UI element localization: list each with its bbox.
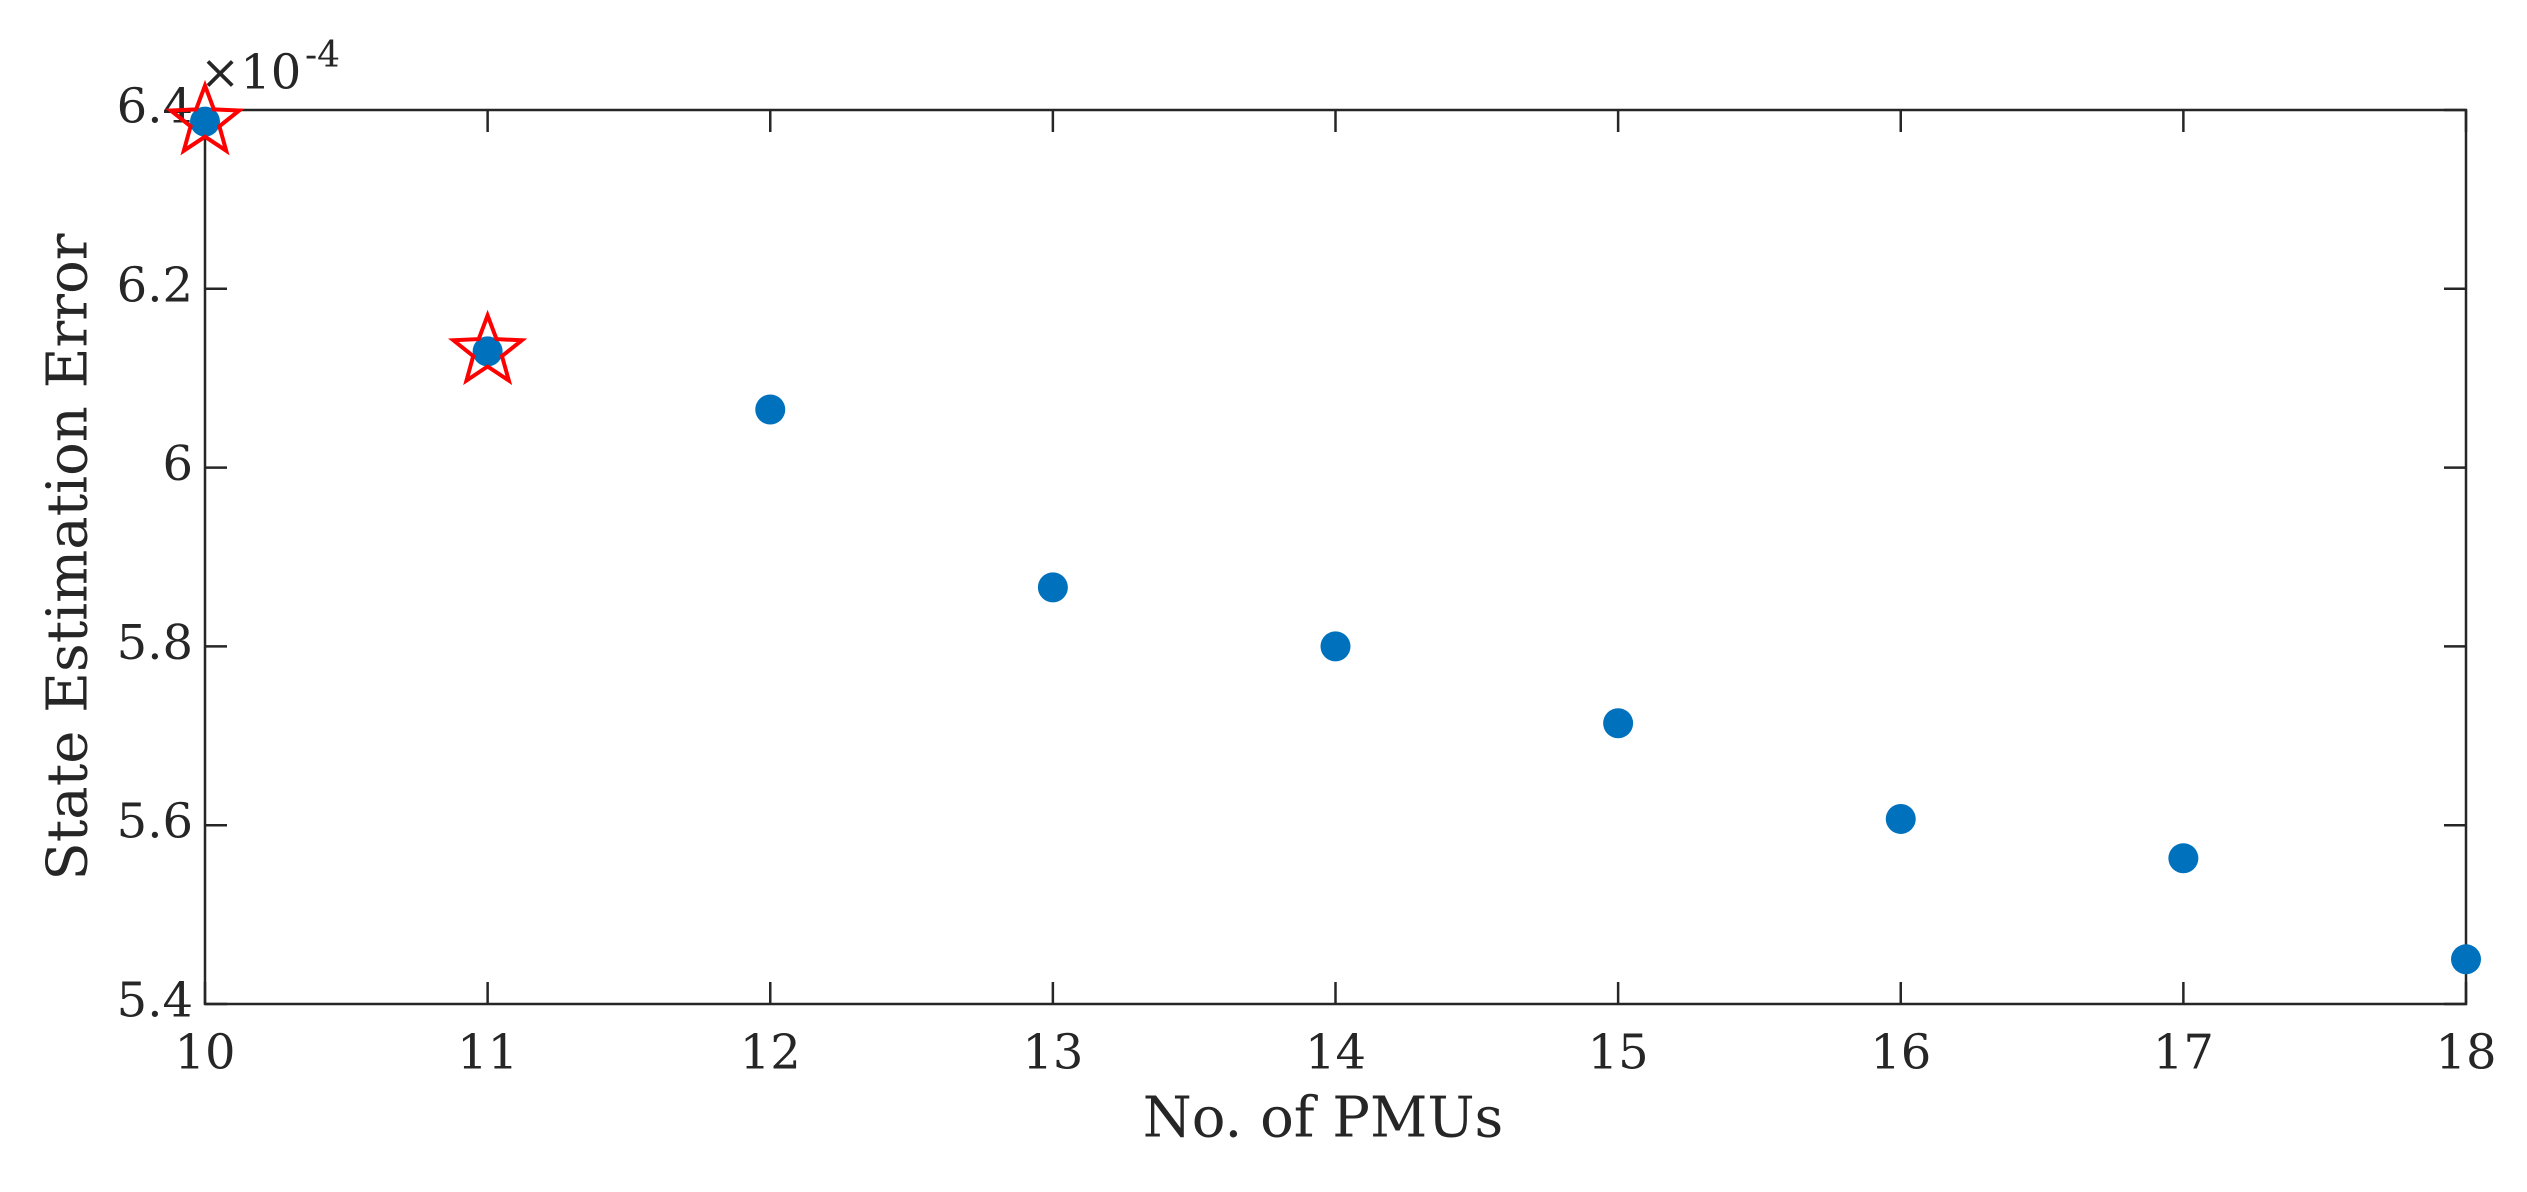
- x-tick-label: 17: [2153, 1025, 2214, 1081]
- y-axis-label: State Estimation Error: [36, 233, 101, 880]
- y-tick-label: 6.2: [117, 257, 193, 313]
- x-tick-label: 15: [1588, 1025, 1649, 1081]
- x-tick-label: 13: [1022, 1025, 1083, 1081]
- x-tick-label: 18: [2435, 1025, 2496, 1081]
- y-tick-label: 6.4: [117, 79, 193, 135]
- point: [1037, 572, 1068, 603]
- point: [1320, 631, 1351, 662]
- star-marker: [165, 79, 245, 156]
- point: [190, 106, 220, 137]
- point: [1603, 708, 1634, 739]
- x-axis-label: No. of PMUs: [1143, 1086, 1504, 1151]
- y-exponent-base: ×10: [200, 45, 301, 101]
- star-marker: [448, 309, 528, 386]
- y-tick-label: 5.6: [117, 794, 193, 850]
- y-exponent-power: -4: [305, 35, 340, 76]
- x-tick-label: 12: [740, 1025, 801, 1081]
- point: [2451, 944, 2481, 975]
- x-tick-label: 14: [1305, 1025, 1366, 1081]
- y-tick-label: 6: [162, 436, 193, 492]
- x-tick-label: 11: [457, 1025, 518, 1081]
- point: [1885, 803, 1916, 834]
- y-tick-label: 5.8: [117, 615, 193, 671]
- x-tick-label: 16: [1870, 1025, 1931, 1081]
- plot-box: [203, 108, 2468, 1006]
- point: [472, 336, 503, 367]
- y-tick-label: 5.4: [117, 973, 193, 1029]
- point: [755, 394, 786, 425]
- x-tick-label: 10: [174, 1025, 235, 1081]
- point: [2168, 843, 2199, 874]
